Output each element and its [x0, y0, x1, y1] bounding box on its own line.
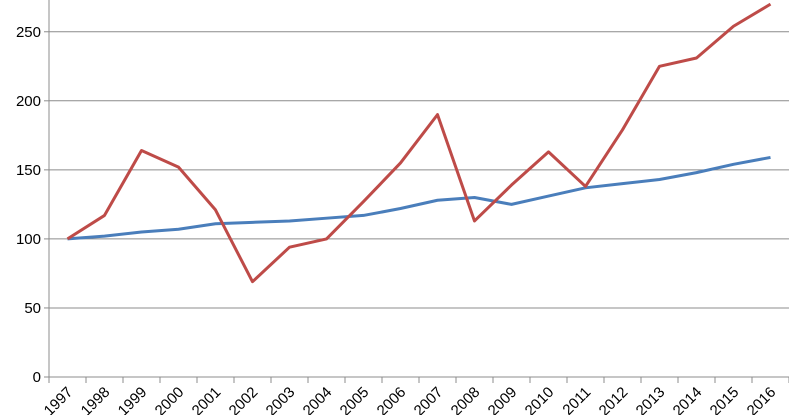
y-tick-label: 0 [33, 369, 41, 386]
x-tick-label: 2016 [744, 384, 780, 415]
x-tick-label: 2010 [522, 384, 558, 415]
x-tick-label: 2007 [411, 384, 447, 415]
x-tick-label: 1999 [115, 384, 151, 415]
x-tick-label: 2009 [485, 384, 521, 415]
x-tick-label: 2011 [559, 384, 594, 415]
x-tick-label: 2000 [152, 384, 188, 415]
x-tick-label: 1998 [78, 384, 114, 415]
x-tick-label: 2013 [633, 384, 669, 415]
series-line [66, 2, 772, 284]
x-tick-label: 2008 [448, 384, 484, 415]
y-tick-label: 150 [16, 162, 41, 179]
x-tick-label: 2004 [300, 384, 336, 415]
x-tick-label: 2006 [374, 384, 410, 415]
x-tick-label: 2005 [337, 384, 373, 415]
x-tick-label: 2014 [670, 384, 706, 415]
x-tick-label: 1997 [41, 384, 77, 415]
y-tick-label: 250 [16, 24, 41, 41]
x-tick-label: 2015 [707, 384, 743, 415]
x-tick-label: 2002 [226, 384, 262, 415]
x-tick-label: 2003 [263, 384, 299, 415]
series-line [67, 155, 771, 241]
x-tick-label: 2012 [596, 384, 632, 415]
y-tick-label: 100 [16, 231, 41, 248]
y-tick-label: 200 [16, 93, 41, 110]
y-tick-label: 50 [24, 300, 41, 317]
x-tick-label: 2001 [189, 384, 225, 415]
